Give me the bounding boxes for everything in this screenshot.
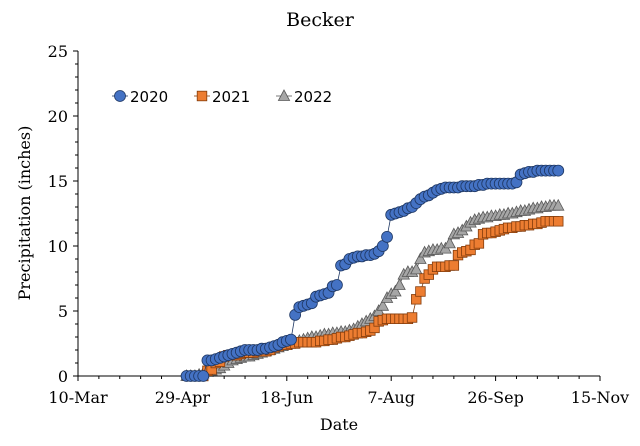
legend-marker-2020 <box>114 90 126 102</box>
data-point-2022 <box>376 298 390 311</box>
y-axis-label: Precipitation (inches) <box>15 126 34 301</box>
legend-label: 2021 <box>212 88 250 106</box>
x-tick-label: 10-Mar <box>48 388 108 407</box>
legend-marker-2022 <box>277 89 291 101</box>
legend-label: 2020 <box>130 88 168 106</box>
series-2020 <box>180 164 565 382</box>
data-point-2021 <box>415 286 426 297</box>
x-tick-label: 7-Aug <box>367 388 415 407</box>
data-point-2020 <box>331 279 343 291</box>
y-tick-label: 10 <box>48 237 68 256</box>
legend-item-2020: 2020 <box>112 88 168 106</box>
data-point-2022 <box>414 252 427 264</box>
x-tick-label: 15-Nov <box>571 388 629 407</box>
data-point-2020 <box>285 333 297 346</box>
data-point-2022 <box>389 284 402 297</box>
x-tick-label: 18-Jun <box>260 388 313 407</box>
legend-item-2022: 2022 <box>276 88 332 106</box>
data-point-2020 <box>197 370 210 382</box>
y-tick-label: 0 <box>58 367 68 386</box>
legend-item-2021: 2021 <box>194 88 250 106</box>
legend-marker-2021 <box>196 90 208 102</box>
y-tick-label: 15 <box>48 172 68 191</box>
data-point-2022 <box>393 278 406 290</box>
data-point-2021 <box>473 238 485 249</box>
y-tick-label: 20 <box>48 107 68 126</box>
legend-label: 2022 <box>294 88 332 106</box>
chart-title: Becker <box>286 9 355 31</box>
chart-marks <box>180 164 565 382</box>
data-point-2022 <box>551 198 565 211</box>
data-point-2022 <box>409 262 423 275</box>
data-point-2021 <box>448 260 460 271</box>
y-tick-label: 25 <box>48 42 68 61</box>
chart-legend: 2020 2021 2022 <box>112 88 332 106</box>
data-point-2020 <box>381 230 393 243</box>
x-tick-label: 29-Apr <box>155 388 211 407</box>
chart-axes: 0 5 10 15 20 25 10-Mar 29-Apr 18-Jun 7-Aug 26-Sep 1… <box>48 42 630 407</box>
x-axis-label: Date <box>320 415 358 434</box>
y-tick-label: 5 <box>58 302 68 321</box>
data-point-2020 <box>552 164 565 177</box>
data-point-2022 <box>443 236 456 249</box>
data-point-2021 <box>406 312 418 323</box>
x-tick-label: 26-Sep <box>467 388 523 407</box>
series-2021 <box>189 216 564 382</box>
data-point-2021 <box>553 216 564 227</box>
